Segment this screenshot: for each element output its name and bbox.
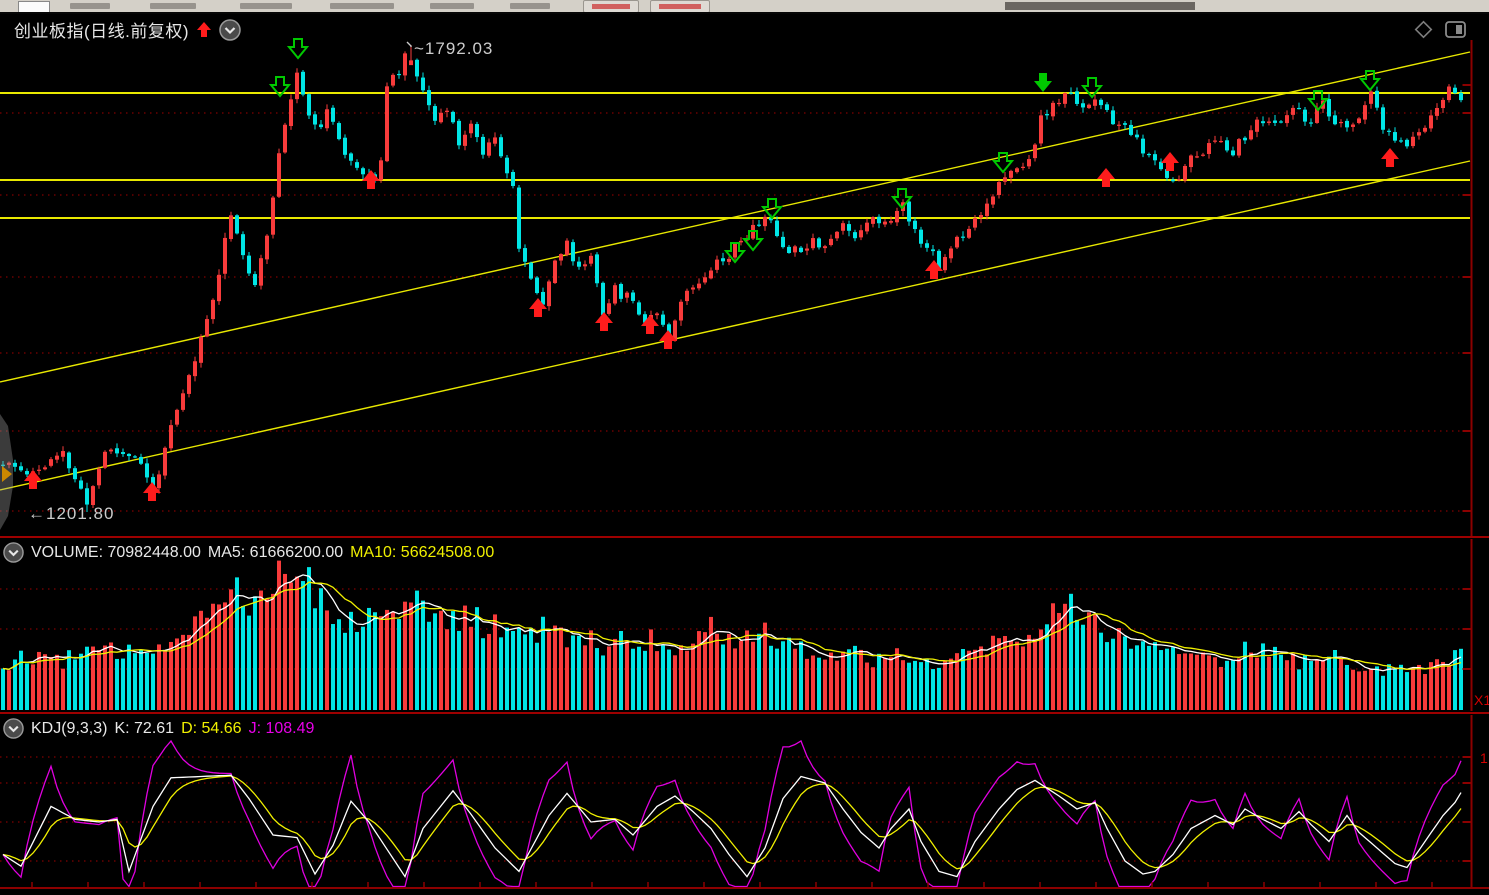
trendline-overlay	[0, 51, 1471, 491]
page-title: 创业板指(日线.前复权)	[14, 22, 190, 41]
sell-signal-arrow-solid	[1034, 73, 1052, 92]
volume-ma10-value: MA10: 56624508.00	[350, 543, 495, 561]
toolbar-fragment	[330, 3, 394, 9]
volume-axis-unit-label: X1	[1474, 692, 1489, 708]
toolbar-fragment	[240, 3, 292, 9]
annotation-hooks	[406, 41, 412, 47]
volume-ma5-value: MA5: 61666200.00	[207, 543, 344, 561]
kdj-axes	[0, 715, 1489, 889]
volume-ma10-line	[2, 581, 1462, 670]
buy-signal-arrow	[595, 312, 613, 331]
kdj-d-value: D: 54.66	[181, 719, 242, 737]
expand-left-panel-icon[interactable]	[2, 466, 12, 482]
sell-signal-arrow-hollow	[741, 230, 765, 252]
trend-up-arrow-icon	[197, 21, 212, 37]
panel-separator	[0, 536, 1489, 538]
buy-signal-arrow	[925, 260, 943, 279]
sell-signal-arrow-hollow	[760, 198, 784, 220]
volume-header: VOLUME: 70982448.00 MA5: 61666200.00 MA1…	[3, 542, 494, 563]
chart-corner-tools	[1412, 20, 1468, 40]
kdj-k-value: K: 72.61	[114, 719, 175, 737]
kdj-k-line	[2, 774, 1462, 879]
volume-ma5-line	[2, 574, 1462, 672]
sell-signal-arrow-hollow	[723, 242, 747, 264]
panel-separator	[0, 712, 1489, 714]
sell-signal-arrow-hollow	[268, 76, 292, 98]
buy-signal-arrow	[529, 298, 547, 317]
main-candlestick-chart[interactable]	[0, 14, 1489, 536]
sell-signal-arrow-hollow	[1080, 77, 1104, 99]
buy-signal-arrow	[1161, 152, 1179, 171]
low-price-annotation: ←1201.80	[28, 504, 115, 523]
buy-signal-arrow	[362, 170, 380, 189]
collapse-volume-icon[interactable]	[3, 542, 24, 563]
sell-signal-arrow-hollow	[1306, 90, 1330, 112]
kdj-axis-label: 1	[1480, 750, 1488, 766]
panel-layout-icon[interactable]	[1444, 20, 1468, 40]
main-gridlines	[0, 112, 1470, 512]
collapse-main-chart-icon[interactable]	[219, 18, 241, 41]
buy-signal-arrow	[641, 315, 659, 334]
high-price-annotation: ~1792.03	[414, 39, 494, 58]
main-right-axis	[1462, 40, 1473, 536]
buy-signal-arrow	[143, 482, 161, 501]
toolbar-fragment	[70, 3, 110, 9]
volume-right-axis	[1462, 539, 1473, 711]
kdj-indicator-label: KDJ(9,3,3)	[31, 719, 108, 737]
kdj-j-value: J: 108.49	[248, 719, 315, 737]
kdj-d-line	[2, 775, 1462, 870]
sell-signal-arrow-hollow	[286, 38, 310, 60]
sell-signal-arrow-hollow	[1358, 70, 1382, 92]
buy-signal-arrow	[1097, 168, 1115, 187]
signal-arrows-layer	[24, 38, 1399, 501]
toolbar-fragment	[1005, 2, 1195, 10]
toolbar-fragment	[510, 3, 550, 9]
top-toolbar	[0, 0, 1489, 14]
volume-chart[interactable]	[0, 539, 1489, 711]
kdj-chart[interactable]	[0, 715, 1489, 889]
sell-signal-arrow-hollow	[890, 188, 914, 210]
kdj-j-line	[2, 739, 1462, 888]
buy-signal-arrow	[1381, 148, 1399, 167]
chart-title-bar: 创业板指(日线.前复权)	[14, 17, 241, 42]
left-edge-overlay	[0, 414, 13, 530]
volume-value: VOLUME: 70982448.00	[31, 543, 201, 561]
buy-signal-arrow	[659, 330, 677, 349]
toolbar-fragment	[150, 3, 196, 9]
buy-signal-arrow	[24, 470, 42, 489]
toolbar-divider	[0, 12, 1489, 14]
sell-signal-arrow-hollow	[991, 152, 1015, 174]
kdj-header: KDJ(9,3,3) K: 72.61 D: 54.66 J: 108.49	[3, 718, 314, 739]
collapse-kdj-icon[interactable]	[3, 718, 24, 739]
candles-layer	[1, 45, 1463, 512]
volume-bars-layer	[1, 560, 1463, 710]
diamond-marker-icon[interactable]	[1412, 20, 1434, 40]
toolbar-fragment	[430, 3, 474, 9]
